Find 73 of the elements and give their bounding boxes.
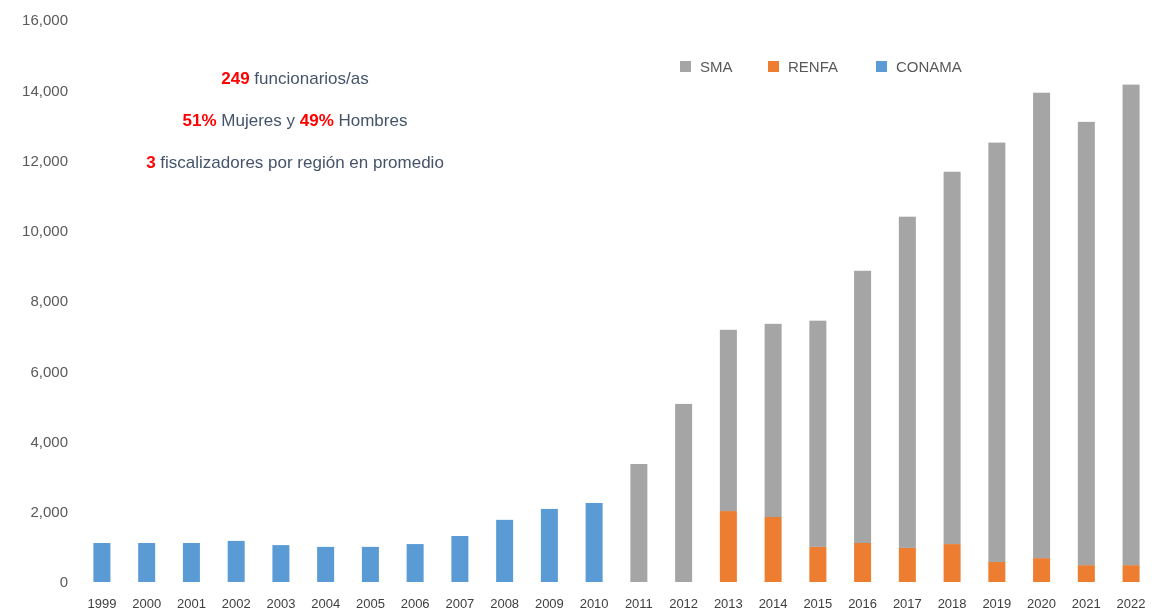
x-tick-label: 2020 bbox=[1027, 596, 1057, 611]
x-tick-label: 2006 bbox=[400, 596, 430, 611]
y-tick-label: 10,000 bbox=[22, 222, 68, 239]
x-tick-label: 2009 bbox=[534, 596, 564, 611]
bar bbox=[317, 546, 335, 582]
bar bbox=[988, 142, 1006, 562]
legend-label: RENFA bbox=[788, 58, 839, 76]
bar bbox=[854, 270, 872, 544]
bar bbox=[451, 535, 469, 582]
bar bbox=[272, 545, 290, 582]
x-tick-label: 2003 bbox=[266, 596, 296, 611]
x-tick-label: 2012 bbox=[669, 596, 699, 611]
bar bbox=[540, 508, 558, 582]
bar bbox=[630, 463, 648, 582]
x-tick-label: 2018 bbox=[937, 596, 967, 611]
x-tick-label: 2017 bbox=[892, 596, 922, 611]
legend-label: CONAMA bbox=[896, 58, 962, 76]
annotation: 51% Mujeres y 49% Hombres bbox=[182, 110, 408, 130]
bar bbox=[1077, 565, 1095, 582]
x-tick-label: 2007 bbox=[445, 596, 475, 611]
x-tick-label: 2010 bbox=[579, 596, 609, 611]
bar bbox=[943, 544, 961, 582]
bar bbox=[675, 403, 693, 582]
annotation: 249 funcionarios/as bbox=[221, 68, 369, 88]
x-tick-label: 2008 bbox=[490, 596, 520, 611]
y-tick-label: 0 bbox=[59, 573, 68, 591]
annotation: 3 fiscalizadores por región en promedio bbox=[146, 152, 444, 172]
bar bbox=[988, 561, 1006, 582]
bar bbox=[719, 329, 737, 512]
bar bbox=[898, 216, 916, 548]
bar bbox=[138, 543, 156, 582]
y-tick-label: 14,000 bbox=[22, 81, 68, 99]
x-tick-label: 2001 bbox=[176, 596, 206, 611]
x-tick-label: 2022 bbox=[1116, 596, 1146, 611]
bar bbox=[227, 540, 245, 582]
bar bbox=[1122, 565, 1140, 582]
x-tick-label: 2019 bbox=[982, 596, 1012, 611]
y-tick-label: 2,000 bbox=[30, 503, 68, 520]
y-tick-label: 6,000 bbox=[30, 362, 68, 380]
y-tick-label: 8,000 bbox=[30, 292, 68, 310]
y-tick-label: 12,000 bbox=[22, 151, 68, 169]
x-tick-label: 2016 bbox=[848, 596, 878, 611]
x-tick-label: 2021 bbox=[1071, 596, 1101, 611]
y-tick-label: 16,000 bbox=[22, 11, 68, 29]
legend-label: SMA bbox=[700, 58, 733, 76]
x-tick-label: 2011 bbox=[624, 596, 653, 611]
bar bbox=[496, 519, 514, 582]
x-tick-label: 2002 bbox=[221, 596, 251, 611]
bar bbox=[361, 546, 379, 582]
bar bbox=[182, 543, 200, 582]
bar bbox=[898, 547, 916, 582]
x-tick-label: 2013 bbox=[713, 596, 743, 611]
bar bbox=[1122, 84, 1140, 566]
bar bbox=[406, 544, 424, 582]
x-tick-label: 2014 bbox=[758, 596, 788, 611]
bar bbox=[854, 543, 872, 582]
bar bbox=[719, 511, 737, 582]
bar bbox=[1033, 558, 1051, 582]
bar bbox=[93, 543, 111, 582]
x-tick-label: 2004 bbox=[311, 596, 341, 611]
x-tick-label: 1999 bbox=[87, 596, 117, 611]
x-tick-label: 2015 bbox=[803, 596, 833, 611]
bar bbox=[943, 171, 961, 545]
bar bbox=[585, 502, 603, 582]
bar bbox=[809, 320, 827, 547]
bar bbox=[764, 517, 782, 582]
y-tick-label: 4,000 bbox=[30, 432, 68, 450]
bar bbox=[764, 323, 782, 518]
bar bbox=[809, 546, 827, 582]
bar bbox=[1077, 121, 1095, 566]
bar bbox=[1033, 92, 1051, 559]
x-tick-label: 2005 bbox=[355, 596, 385, 611]
x-tick-label: 2000 bbox=[132, 596, 162, 611]
